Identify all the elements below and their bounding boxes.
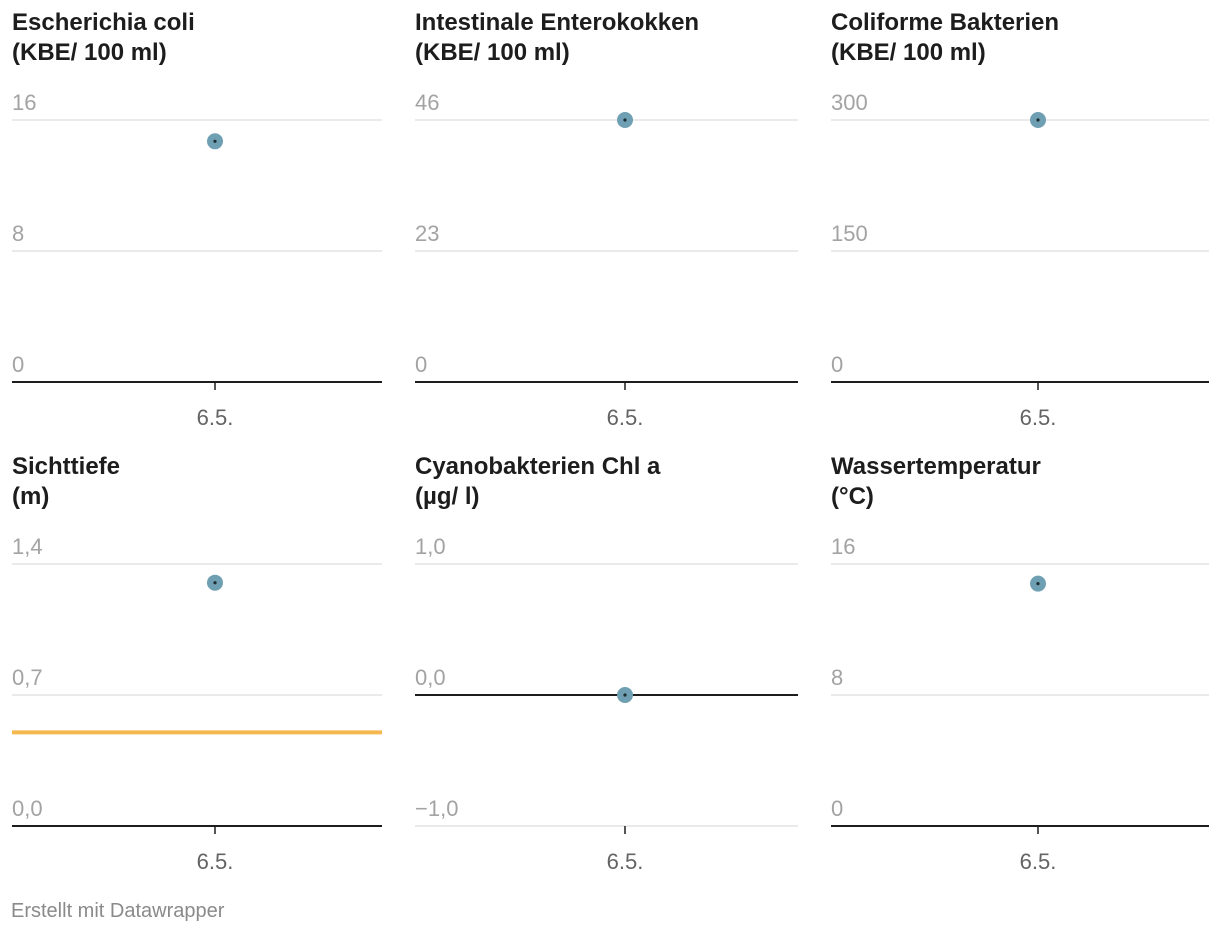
y-tick-label: 0 <box>831 352 843 377</box>
data-point-center <box>1036 118 1040 122</box>
chart-panel: Sichttiefe (m) 1,4 0,7 0,0 6.5. <box>12 452 382 876</box>
chart-plot: 16 8 0 6.5. <box>12 90 382 430</box>
y-tick-label: 16 <box>12 90 36 115</box>
chart-plot: 46 23 0 6.5. <box>415 90 798 430</box>
chart-title-line: (KBE/ 100 ml) <box>831 39 986 66</box>
y-tick-label: 0,0 <box>12 796 43 821</box>
chart-title-line: (µg/ l) <box>415 483 480 510</box>
y-tick-label: 0 <box>831 796 843 821</box>
data-point-center <box>1036 582 1040 586</box>
chart-panel: Cyanobakterien Chl a (µg/ l) 1,0 0,0 −1,0 6.5… <box>415 452 798 876</box>
y-tick-label: 1,0 <box>415 534 446 559</box>
y-tick-label: 0 <box>415 352 427 377</box>
x-tick-label: 6.5. <box>197 405 234 430</box>
chart-title-line: Coliforme Bakterien <box>831 9 1060 36</box>
chart-panel: Wassertemperatur (°C) 16 8 0 6.5. <box>831 452 1209 876</box>
y-tick-label: −1,0 <box>415 796 458 821</box>
chart-title: Coliforme Bakterien (KBE/ 100 ml) <box>831 8 1059 68</box>
data-point-center <box>623 118 627 122</box>
chart-panel: Coliforme Bakterien (KBE/ 100 ml) 300 150 0 6… <box>831 8 1209 432</box>
x-tick-label: 6.5. <box>1020 405 1057 430</box>
chart-panel: Escherichia coli (KBE/ 100 ml) 16 8 0 6.5. <box>12 8 382 432</box>
y-tick-label: 1,4 <box>12 534 43 559</box>
y-tick-label: 8 <box>831 665 843 690</box>
chart-title: Escherichia coli (KBE/ 100 ml) <box>12 8 195 68</box>
y-tick-label: 150 <box>831 221 868 246</box>
data-point-center <box>213 139 217 143</box>
y-tick-label: 8 <box>12 221 24 246</box>
y-tick-label: 0,7 <box>12 665 43 690</box>
data-point-center <box>213 581 217 585</box>
chart-title: Sichttiefe (m) <box>12 452 120 512</box>
chart-title-line: (m) <box>12 483 50 510</box>
y-tick-label: 0,0 <box>415 665 446 690</box>
x-tick-label: 6.5. <box>197 849 234 874</box>
chart-title-line: (°C) <box>831 483 874 510</box>
data-point-center <box>623 693 627 697</box>
chart-title: Intestinale Enterokokken (KBE/ 100 ml) <box>415 8 699 68</box>
y-tick-label: 23 <box>415 221 439 246</box>
y-tick-label: 46 <box>415 90 439 115</box>
chart-title: Cyanobakterien Chl a (µg/ l) <box>415 452 660 512</box>
chart-title-line: Wassertemperatur <box>831 453 1041 480</box>
chart-title-line: Escherichia coli <box>12 9 195 36</box>
chart-title-line: Sichttiefe <box>12 453 121 480</box>
y-tick-label: 0 <box>12 352 24 377</box>
x-tick-label: 6.5. <box>607 405 644 430</box>
chart-title-line: Intestinale Enterokokken <box>415 9 700 36</box>
y-tick-label: 300 <box>831 90 868 115</box>
chart-plot: 1,4 0,7 0,0 6.5. <box>12 534 382 874</box>
y-tick-label: 16 <box>831 534 855 559</box>
chart-title-line: Cyanobakterien Chl a <box>415 453 661 480</box>
chart-title: Wassertemperatur (°C) <box>831 452 1041 512</box>
chart-plot: 300 150 0 6.5. <box>831 90 1209 430</box>
x-tick-label: 6.5. <box>607 849 644 874</box>
chart-panel: Intestinale Enterokokken (KBE/ 100 ml) 46 2… <box>415 8 798 432</box>
chart-title-line: (KBE/ 100 ml) <box>415 39 570 66</box>
x-tick-label: 6.5. <box>1020 849 1057 874</box>
chart-plot: 1,0 0,0 −1,0 6.5. <box>415 534 798 874</box>
chart-plot: 16 8 0 6.5. <box>831 534 1209 874</box>
chart-title-line: (KBE/ 100 ml) <box>12 39 167 66</box>
footer-credit[interactable]: Erstellt mit Datawrapper <box>11 900 225 922</box>
